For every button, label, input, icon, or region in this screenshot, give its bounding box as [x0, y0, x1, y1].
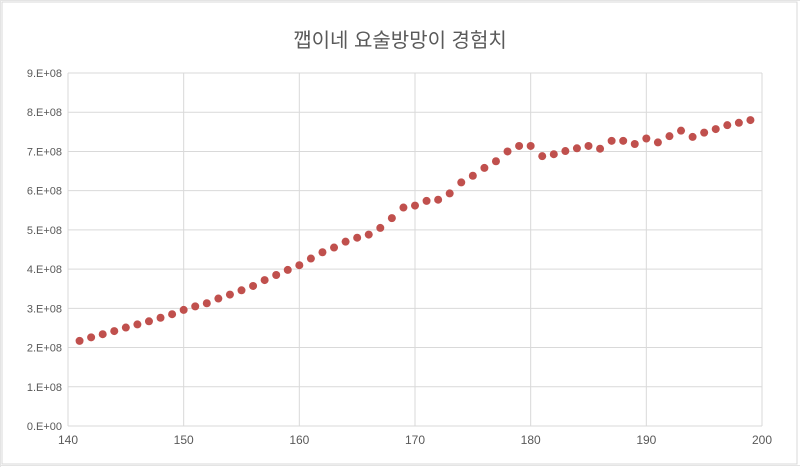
- data-point[interactable]: [503, 147, 512, 156]
- chart-title: 깹이네 요술방망이 경험치: [293, 29, 507, 52]
- data-point[interactable]: [434, 195, 443, 204]
- data-point[interactable]: [144, 317, 153, 326]
- data-point[interactable]: [98, 330, 107, 339]
- y-tick-label: 3.E+08: [27, 303, 62, 315]
- data-point[interactable]: [653, 138, 662, 147]
- data-point[interactable]: [376, 223, 385, 232]
- data-point[interactable]: [306, 254, 315, 263]
- data-point[interactable]: [341, 237, 350, 246]
- data-point[interactable]: [491, 157, 500, 166]
- data-point[interactable]: [734, 118, 743, 127]
- data-point[interactable]: [318, 248, 327, 257]
- x-tick-label: 190: [636, 433, 656, 447]
- data-point[interactable]: [156, 313, 165, 322]
- data-point[interactable]: [272, 270, 281, 279]
- data-point[interactable]: [468, 171, 477, 180]
- data-point[interactable]: [711, 125, 720, 134]
- data-point[interactable]: [677, 126, 686, 135]
- data-point[interactable]: [168, 310, 177, 319]
- data-point[interactable]: [295, 261, 304, 270]
- data-point[interactable]: [526, 141, 535, 150]
- y-tick-label: 1.E+08: [27, 382, 62, 394]
- y-tick-label: 6.E+08: [27, 186, 62, 198]
- data-point[interactable]: [572, 144, 581, 153]
- y-tick-label: 8.E+08: [27, 107, 62, 119]
- data-point[interactable]: [549, 150, 558, 159]
- data-point[interactable]: [411, 201, 419, 210]
- data-point[interactable]: [237, 286, 246, 295]
- data-point[interactable]: [75, 336, 84, 345]
- sheet-gridline: [0, 0, 800, 1]
- data-point[interactable]: [688, 132, 697, 141]
- data-point[interactable]: [630, 139, 639, 148]
- data-point[interactable]: [700, 128, 709, 137]
- data-point[interactable]: [260, 276, 269, 285]
- data-point[interactable]: [619, 136, 628, 145]
- chart-border: [1, 1, 798, 465]
- data-point[interactable]: [225, 290, 234, 299]
- data-point[interactable]: [723, 121, 732, 130]
- data-point[interactable]: [746, 116, 755, 125]
- data-point[interactable]: [191, 302, 200, 311]
- data-point[interactable]: [445, 189, 454, 198]
- data-point[interactable]: [584, 141, 593, 150]
- data-point[interactable]: [202, 299, 211, 308]
- data-point[interactable]: [422, 196, 431, 205]
- data-point[interactable]: [642, 134, 651, 143]
- x-axis-ticks: 140 150 160 170 180 190 200: [58, 433, 772, 447]
- data-point[interactable]: [133, 320, 142, 329]
- x-tick-label: 140: [58, 433, 78, 447]
- data-point[interactable]: [399, 203, 408, 212]
- y-tick-label: 2.E+08: [27, 343, 62, 355]
- x-tick-label: 200: [752, 433, 772, 447]
- data-point[interactable]: [596, 144, 605, 153]
- data-point[interactable]: [561, 147, 570, 156]
- data-point[interactable]: [214, 294, 223, 303]
- sheet-gridline: [0, 0, 1, 467]
- data-point[interactable]: [353, 233, 362, 242]
- data-point[interactable]: [538, 152, 547, 161]
- data-point[interactable]: [249, 281, 258, 290]
- x-tick-label: 150: [174, 433, 194, 447]
- data-point[interactable]: [283, 265, 292, 274]
- y-tick-label: 5.E+08: [27, 225, 62, 237]
- y-tick-label: 0.E+00: [27, 421, 62, 433]
- data-point[interactable]: [121, 323, 130, 332]
- x-tick-label: 160: [289, 433, 309, 447]
- data-point[interactable]: [515, 141, 524, 150]
- data-point[interactable]: [179, 305, 188, 314]
- data-point[interactable]: [665, 132, 674, 141]
- data-point[interactable]: [110, 327, 119, 336]
- data-point[interactable]: [364, 230, 373, 239]
- y-tick-label: 9.E+08: [27, 68, 62, 80]
- x-tick-label: 180: [521, 433, 541, 447]
- data-point[interactable]: [87, 333, 96, 342]
- sheet-gridline: [0, 465, 800, 466]
- vertical-gridlines: [67, 73, 763, 426]
- data-point[interactable]: [607, 136, 616, 145]
- data-point[interactable]: [330, 243, 339, 252]
- y-axis-ticks: 0.E+00 1.E+08 2.E+08 3.E+08 4.E+08 5.E+08 6.E+…: [27, 68, 62, 433]
- x-tick-label: 170: [405, 433, 425, 447]
- data-point[interactable]: [457, 178, 466, 187]
- y-tick-label: 4.E+08: [27, 264, 62, 276]
- data-point[interactable]: [387, 214, 396, 223]
- y-tick-label: 7.E+08: [27, 146, 62, 158]
- data-points: [75, 116, 755, 345]
- data-point[interactable]: [480, 163, 489, 172]
